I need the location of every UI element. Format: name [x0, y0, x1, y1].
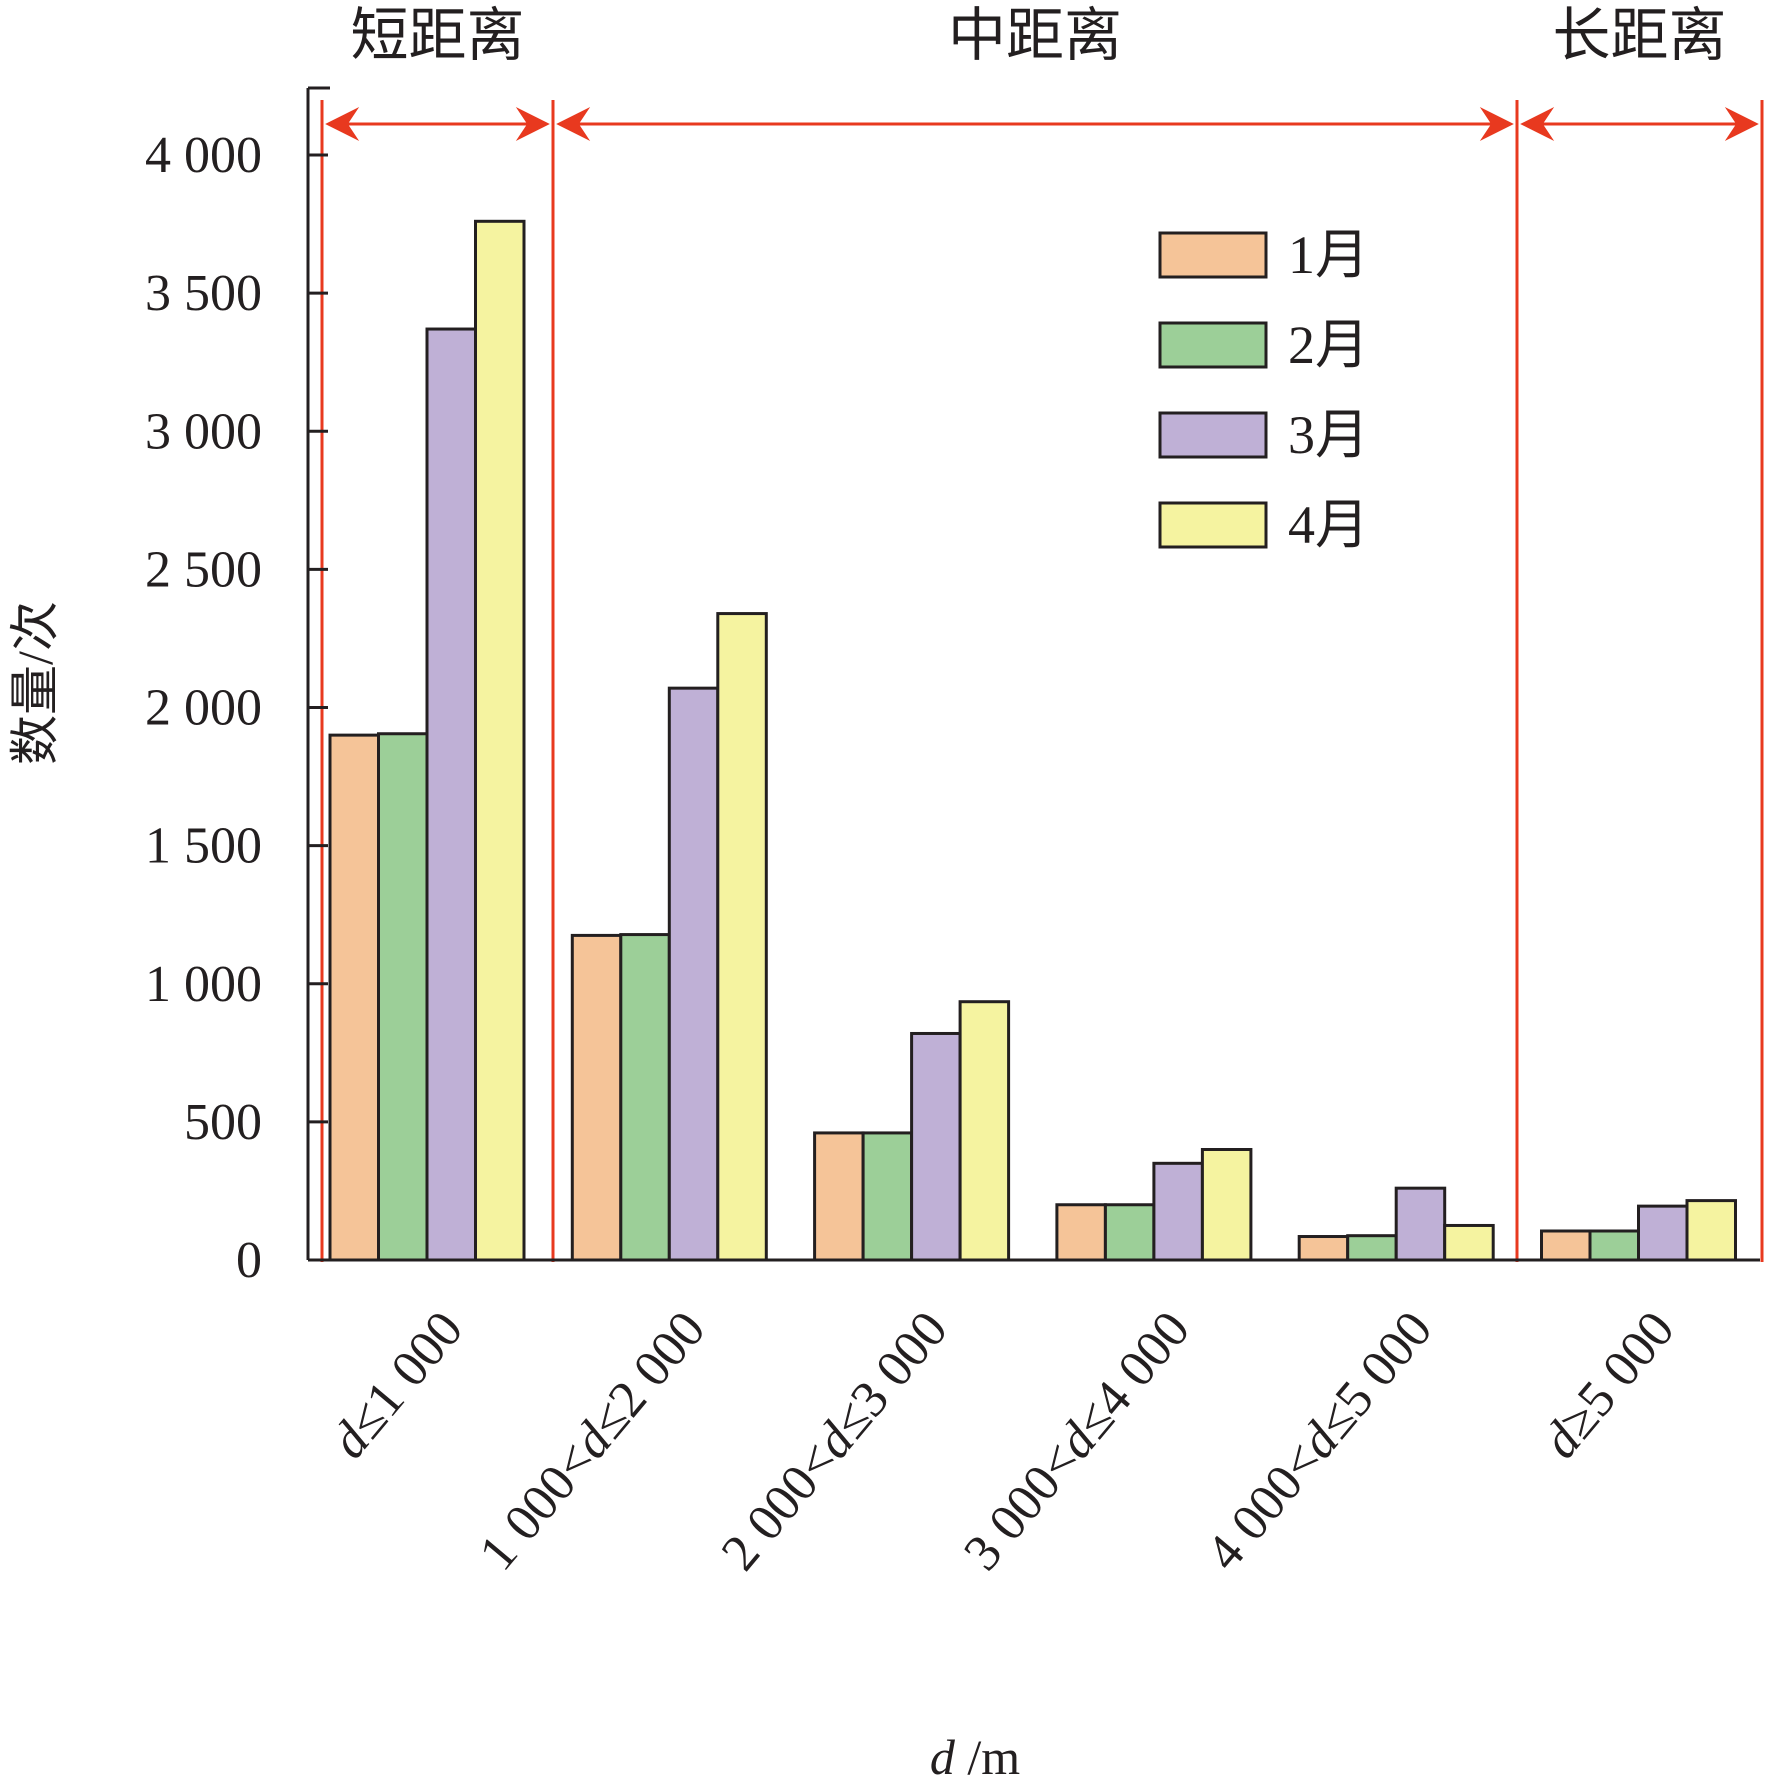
y-tick-label: 0	[236, 1232, 262, 1289]
region-label: 短距离	[350, 3, 524, 68]
y-tick-label: 3 500	[145, 265, 262, 322]
bar	[1394, 1186, 1447, 1262]
legend: 1月 2月 3月 4月	[1158, 225, 1369, 555]
y-axis-label: 数量/次	[7, 601, 63, 765]
y-tick-label: 4 000	[145, 127, 262, 184]
bar	[1443, 1223, 1495, 1262]
legend-label: 3月	[1288, 405, 1369, 465]
bar	[1103, 1203, 1156, 1262]
y-tick-label: 500	[184, 1094, 262, 1151]
bar	[1685, 1199, 1737, 1262]
x-tick-label: 3 000<d≤4 000	[953, 1301, 1201, 1581]
legend-swatch	[1158, 501, 1268, 549]
bar	[1540, 1229, 1592, 1262]
bar	[716, 612, 768, 1262]
y-tick-label: 3 000	[145, 403, 262, 460]
y-tick-label: 2 500	[145, 541, 262, 598]
distance-regions: 短距离 中距离 长距离	[320, 3, 1764, 1262]
bar	[474, 219, 526, 1262]
bar	[861, 1131, 914, 1262]
bar	[377, 732, 429, 1262]
bar	[1152, 1161, 1204, 1262]
legend-label: 2月	[1288, 315, 1369, 375]
bar	[1637, 1204, 1689, 1262]
legend-label: 4月	[1288, 495, 1369, 555]
bar	[1200, 1148, 1253, 1262]
x-tick-label: d≤1 000	[320, 1301, 474, 1469]
legend-swatch	[1158, 321, 1268, 369]
bar	[570, 933, 623, 1262]
region-label: 长距离	[1552, 3, 1726, 68]
bar	[958, 1000, 1011, 1262]
bar	[328, 733, 380, 1262]
y-tick-label: 1 000	[145, 956, 262, 1013]
x-tick-label: 2 000<d≤3 000	[711, 1301, 959, 1581]
y-tick-label: 2 000	[145, 680, 262, 737]
x-tick-label: 4 000<d≤5 000	[1195, 1301, 1443, 1581]
bar	[813, 1131, 865, 1262]
y-tick-label: 1 500	[145, 818, 262, 875]
legend-label: 1月	[1288, 225, 1369, 285]
region-label: 中距离	[948, 3, 1122, 68]
bar	[425, 327, 477, 1262]
bar	[1588, 1229, 1640, 1262]
x-tick-label: 1 000<d≤2 000	[469, 1301, 717, 1581]
bars	[328, 219, 1737, 1262]
x-tick-label: d≥5 000	[1532, 1301, 1686, 1469]
legend-swatch	[1158, 231, 1268, 279]
bar	[1055, 1203, 1107, 1262]
bar	[619, 933, 671, 1262]
bar	[910, 1031, 962, 1262]
x-axis-label: d /m	[930, 1729, 1020, 1785]
bar	[1346, 1234, 1398, 1262]
bar	[1297, 1235, 1350, 1262]
bar	[667, 686, 720, 1262]
legend-swatch	[1158, 411, 1268, 459]
